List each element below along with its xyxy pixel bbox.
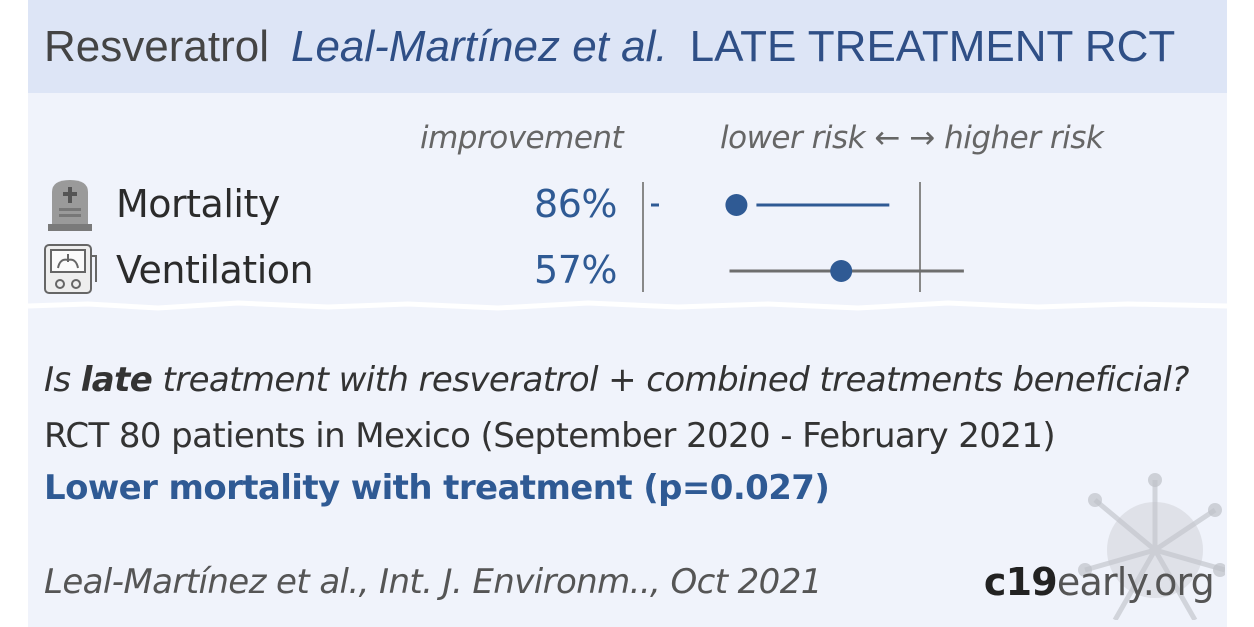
point-estimate-mortality [725, 194, 748, 216]
study-authors: Leal-Martínez et al. [290, 22, 668, 71]
header-bar [28, 0, 1227, 93]
virus-icon [1078, 473, 1225, 620]
logo-rest: early.org [1056, 560, 1215, 604]
question-text-start: Is [44, 360, 81, 400]
point-estimate-ventilation [830, 260, 853, 282]
citation: Leal-Martínez et al., Int. J. Environm..… [44, 562, 822, 602]
torn-divider [28, 300, 1227, 322]
improvement-column-header: improvement [420, 120, 624, 156]
outcome-label-ventilation: Ventilation [116, 248, 314, 292]
study-design: RCT 80 patients in Mexico (September 202… [44, 416, 1056, 456]
study-question: Is late treatment with resveratrol + com… [44, 360, 1189, 400]
improvement-value-mortality: 86% [534, 182, 617, 226]
improvement-value-ventilation: 57% [534, 248, 617, 292]
page-title: Resveratrol Leal-Martínez et al. LATE TREA… [44, 20, 1175, 74]
site-logo[interactable]: c19early.org [983, 560, 1215, 604]
outcome-label-mortality: Mortality [116, 182, 280, 226]
question-text-end: treatment with resveratrol + combined tr… [152, 360, 1189, 400]
risk-direction-header: lower risk ← → higher risk [720, 120, 1104, 156]
tombstone-icon [48, 180, 92, 231]
question-emphasis: late [80, 360, 153, 400]
ventilator-icon [44, 244, 97, 294]
study-conclusion: Lower mortality with treatment (p=0.027) [44, 468, 830, 508]
logo-bold: c19 [983, 560, 1058, 604]
drug-name: Resveratrol [44, 22, 269, 71]
study-type: LATE TREATMENT RCT [689, 22, 1176, 71]
